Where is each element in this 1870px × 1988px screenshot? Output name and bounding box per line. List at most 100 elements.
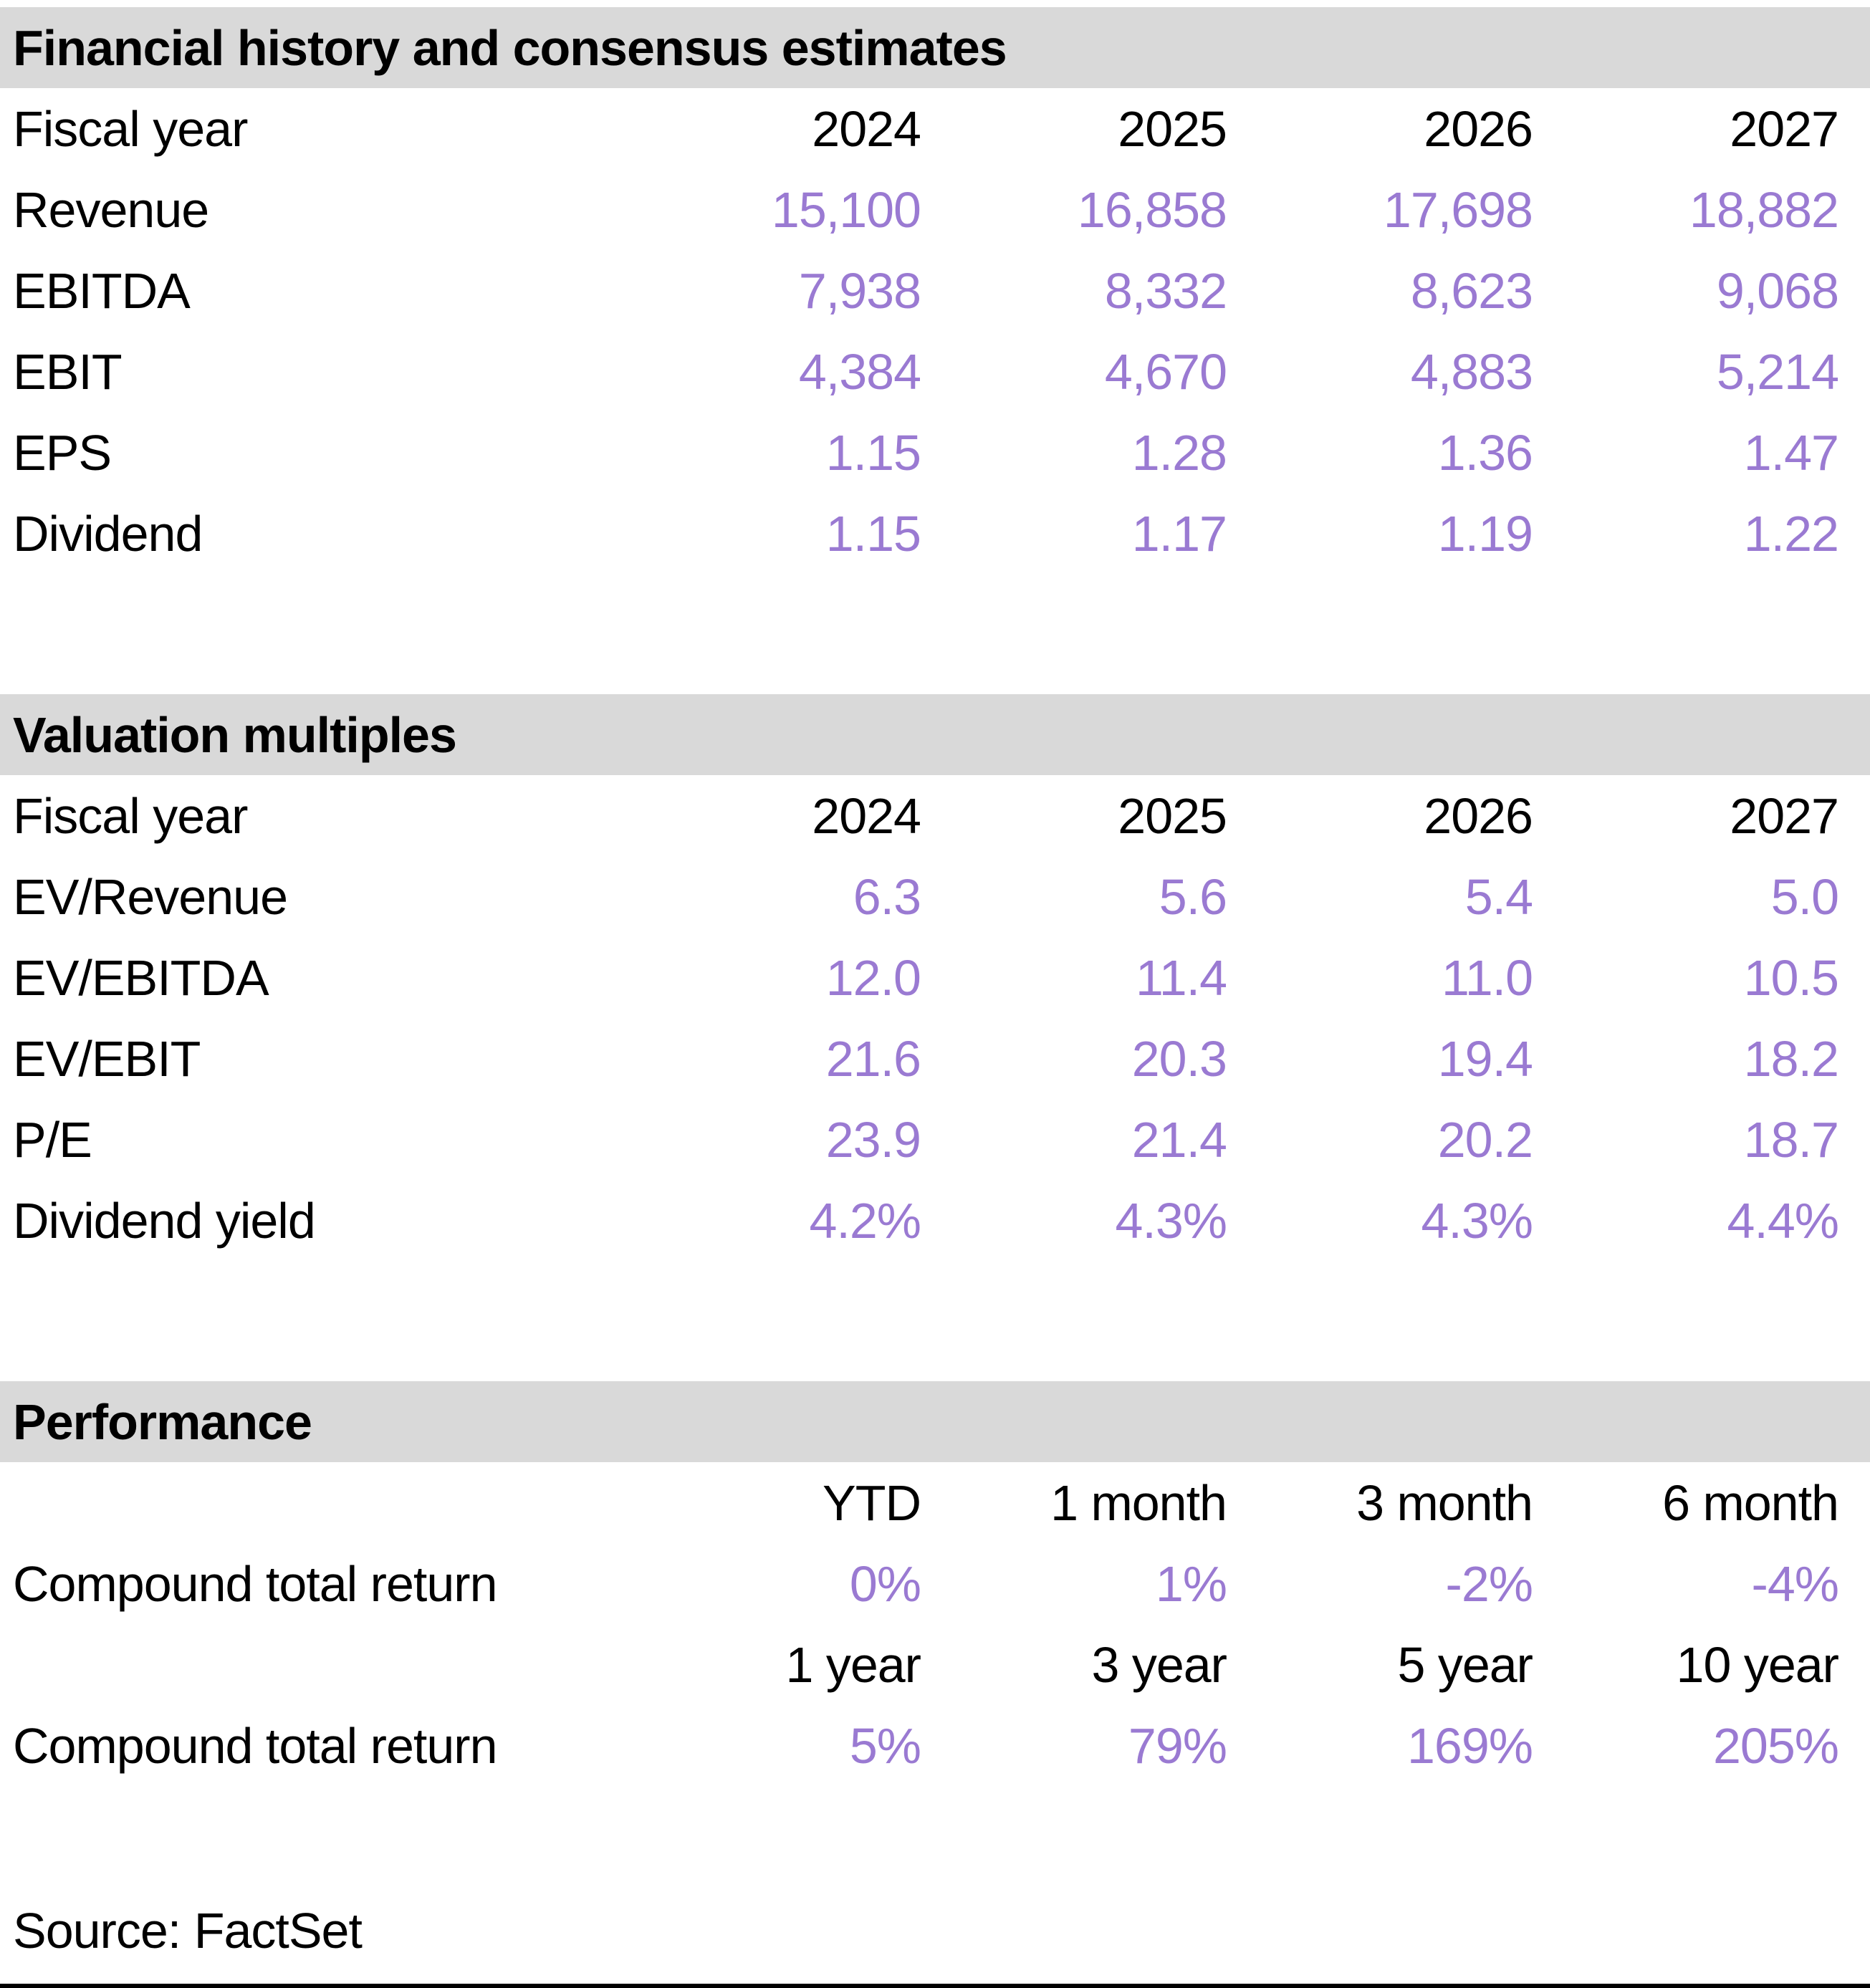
- cell-value: 5.0: [1770, 868, 1839, 925]
- column-header: 1 month: [1050, 1474, 1227, 1531]
- performance-period-header-row-long: 1 year 3 year 5 year 10 year: [0, 1624, 1870, 1705]
- table-row-ev-ebitda: EV/EBITDA 12.0 11.4 11.0 10.5: [0, 937, 1870, 1018]
- cell-value: 6.3: [853, 868, 921, 925]
- cell-value: 1.36: [1437, 424, 1533, 481]
- row-label: Dividend yield: [13, 1192, 316, 1249]
- cell-value: 12.0: [825, 949, 921, 1006]
- section-valuation-multiples: Valuation multiples Fiscal year 2024 202…: [0, 694, 1870, 1261]
- cell-value: 4.4%: [1727, 1192, 1839, 1249]
- column-header: 2024: [812, 787, 921, 844]
- cell-value: 4,883: [1410, 343, 1533, 400]
- cell-value: 18,882: [1689, 181, 1839, 238]
- section-financial-history: Financial history and consensus estimate…: [0, 7, 1870, 574]
- performance-period-header-row-short: YTD 1 month 3 month 6 month: [0, 1462, 1870, 1543]
- cell-value: 205%: [1712, 1717, 1839, 1774]
- cell-value: 4,384: [798, 343, 921, 400]
- table-row-ev-revenue: EV/Revenue 6.3 5.6 5.4 5.0: [0, 856, 1870, 937]
- cell-value: 1.15: [825, 505, 921, 562]
- cell-value: 23.9: [825, 1111, 921, 1168]
- footer: Source: FactSet: [0, 1890, 1870, 1971]
- cell-value: 79%: [1128, 1717, 1227, 1774]
- column-header: 10 year: [1676, 1636, 1839, 1693]
- cell-value: 1.19: [1437, 505, 1533, 562]
- cell-value: 8,623: [1410, 262, 1533, 319]
- cell-value: 5,214: [1716, 343, 1839, 400]
- table-row-ebit: EBIT 4,384 4,670 4,883 5,214: [0, 331, 1870, 412]
- row-label: Dividend: [13, 505, 203, 562]
- table-row-dividend: Dividend 1.15 1.17 1.19 1.22: [0, 493, 1870, 574]
- section-title: Valuation multiples: [13, 706, 457, 763]
- cell-value: 5%: [849, 1717, 921, 1774]
- cell-value: 20.2: [1437, 1111, 1533, 1168]
- cell-value: 11.0: [1441, 949, 1533, 1006]
- row-label: EV/EBIT: [13, 1030, 201, 1087]
- cell-value: 1.47: [1743, 424, 1839, 481]
- row-label: EV/Revenue: [13, 868, 288, 925]
- table-row-compound-return-short: Compound total return 0% 1% -2% -4%: [0, 1543, 1870, 1624]
- column-header: 1 year: [785, 1636, 921, 1693]
- table-row-dividend-yield: Dividend yield 4.2% 4.3% 4.3% 4.4%: [0, 1180, 1870, 1261]
- row-label: EBIT: [13, 343, 123, 400]
- cell-value: 16,858: [1077, 181, 1227, 238]
- cell-value: 18.2: [1743, 1030, 1839, 1087]
- row-label: Revenue: [13, 181, 209, 238]
- column-header: 2027: [1730, 787, 1839, 844]
- row-label: Compound total return: [13, 1717, 498, 1774]
- table-row-compound-return-long: Compound total return 5% 79% 169% 205%: [0, 1705, 1870, 1786]
- row-label: EBITDA: [13, 262, 191, 319]
- column-header: 2026: [1424, 787, 1533, 844]
- cell-value: 5.6: [1159, 868, 1227, 925]
- cell-value: 4,670: [1104, 343, 1227, 400]
- column-header: 2025: [1118, 787, 1227, 844]
- cell-value: 21.4: [1131, 1111, 1227, 1168]
- column-header: 5 year: [1397, 1636, 1533, 1693]
- section-header-performance: Performance: [0, 1381, 1870, 1462]
- section-title: Performance: [13, 1393, 312, 1450]
- cell-value: 1.22: [1743, 505, 1839, 562]
- cell-value: 169%: [1406, 1717, 1533, 1774]
- table-row-ebitda: EBITDA 7,938 8,332 8,623 9,068: [0, 250, 1870, 331]
- row-label: Fiscal year: [13, 100, 248, 157]
- column-header: 3 year: [1091, 1636, 1227, 1693]
- cell-value: 15,100: [771, 181, 921, 238]
- row-label: Fiscal year: [13, 787, 248, 844]
- cell-value: 1%: [1155, 1555, 1227, 1612]
- financial-column-header-row: Fiscal year 2024 2025 2026 2027: [0, 88, 1870, 169]
- row-label: EPS: [13, 424, 112, 481]
- column-header: YTD: [823, 1474, 921, 1531]
- row-label: Compound total return: [13, 1555, 498, 1612]
- column-header: 2025: [1118, 100, 1227, 157]
- cell-value: 20.3: [1131, 1030, 1227, 1087]
- cell-value: 1.15: [825, 424, 921, 481]
- column-header: 3 month: [1356, 1474, 1533, 1531]
- cell-value: 4.3%: [1421, 1192, 1533, 1249]
- column-header: 2027: [1730, 100, 1839, 157]
- row-label: EV/EBITDA: [13, 949, 269, 1006]
- cell-value: 0%: [849, 1555, 921, 1612]
- cell-value: -4%: [1751, 1555, 1839, 1612]
- table-row-eps: EPS 1.15 1.28 1.36 1.47: [0, 412, 1870, 493]
- column-header: 6 month: [1662, 1474, 1839, 1531]
- table-row-ev-ebit: EV/EBIT 21.6 20.3 19.4 18.2: [0, 1018, 1870, 1099]
- cell-value: 18.7: [1743, 1111, 1839, 1168]
- cell-value: 5.4: [1464, 868, 1533, 925]
- section-header-financial-history: Financial history and consensus estimate…: [0, 7, 1870, 88]
- cell-value: 4.2%: [809, 1192, 921, 1249]
- column-header: 2026: [1424, 100, 1533, 157]
- cell-value: 1.17: [1131, 505, 1227, 562]
- table-row-revenue: Revenue 15,100 16,858 17,698 18,882: [0, 169, 1870, 250]
- cell-value: -2%: [1445, 1555, 1533, 1612]
- cell-value: 8,332: [1104, 262, 1227, 319]
- cell-value: 17,698: [1383, 181, 1533, 238]
- column-header: 2024: [812, 100, 921, 157]
- row-label: P/E: [13, 1111, 92, 1168]
- cell-value: 11.4: [1135, 949, 1227, 1006]
- cell-value: 10.5: [1743, 949, 1839, 1006]
- source-note: Source: FactSet: [13, 1902, 363, 1959]
- cell-value: 4.3%: [1115, 1192, 1227, 1249]
- section-performance: Performance YTD 1 month 3 month 6 month …: [0, 1381, 1870, 1786]
- valuation-column-header-row: Fiscal year 2024 2025 2026 2027: [0, 775, 1870, 856]
- section-title: Financial history and consensus estimate…: [13, 19, 1007, 76]
- section-header-valuation-multiples: Valuation multiples: [0, 694, 1870, 775]
